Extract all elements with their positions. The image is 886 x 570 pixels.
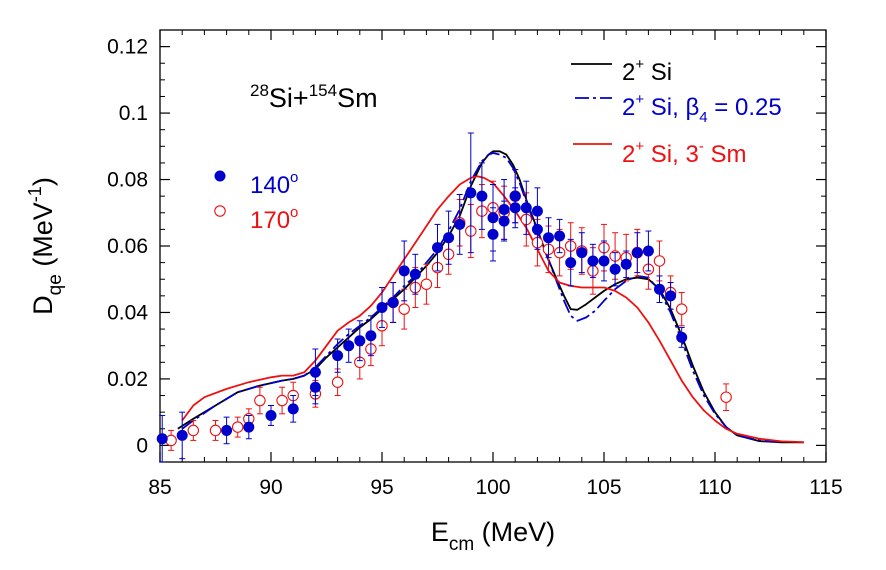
y-tick-label: 0.02: [107, 368, 148, 391]
data-point: [476, 190, 488, 202]
x-tick-label: 95: [370, 476, 393, 499]
legend-marker-140: [214, 170, 226, 182]
data-point: [676, 331, 688, 343]
data-point: [498, 215, 510, 227]
data-point: [365, 330, 377, 342]
data-point: [354, 335, 366, 347]
data-point: [554, 230, 566, 242]
x-tick-label: 110: [698, 476, 731, 499]
legend-points: 140o 170o: [214, 169, 298, 234]
data-point: [720, 391, 732, 403]
data-point: [243, 421, 255, 433]
data-point: [221, 424, 233, 436]
y-axis-title: Dqe (MeV-1): [25, 177, 66, 315]
data-point: [443, 232, 455, 244]
data-point: [565, 257, 577, 269]
curve-si2-beta4: [181, 152, 782, 443]
data-point: [376, 301, 388, 313]
x-tick-label: 115: [809, 476, 842, 499]
y-tick-label: 0.06: [107, 235, 148, 258]
data-point: [156, 433, 168, 445]
tick-labels: 85 90 95 100 105 110 115 0 0.02 0.04 0.06 0.08 0.1 0.…: [107, 36, 843, 499]
data-point: [343, 340, 355, 352]
data-point: [432, 242, 443, 254]
y-tick-label: 0.12: [107, 36, 148, 59]
data-point: [420, 278, 433, 290]
data-point: [176, 429, 188, 441]
data-point: [287, 403, 299, 415]
data-point: [531, 223, 543, 235]
axis-ticks: [159, 30, 827, 462]
data-point: [331, 376, 344, 388]
data-point: [276, 394, 288, 407]
y-tick-label: 0.1: [119, 102, 148, 125]
data-point: [231, 421, 244, 433]
data-point: [620, 258, 632, 270]
data-point: [642, 245, 654, 257]
x-tick-label: 85: [148, 476, 171, 499]
data-point: [409, 268, 421, 280]
x-tick-label: 105: [586, 476, 621, 499]
y-tick-label: 0.08: [107, 169, 148, 192]
data-point: [465, 187, 477, 199]
data-point: [675, 303, 688, 315]
data-point: [332, 350, 344, 362]
series-s140: [156, 132, 688, 463]
data-point: [520, 202, 532, 214]
data-point: [309, 381, 321, 393]
legend-label-si2-sm3: 2+ Si, 3- Sm: [622, 138, 747, 168]
data-point: [387, 296, 399, 308]
x-tick-label: 100: [475, 476, 510, 499]
data-point: [265, 409, 277, 421]
y-tick-label: 0.04: [107, 301, 148, 324]
data-point: [631, 247, 643, 259]
x-axis-title: Ecm (MeV): [431, 517, 555, 555]
legend-marker-170: [214, 205, 226, 217]
data-point: [187, 424, 200, 437]
data-point: [209, 424, 222, 437]
x-tick-label: 90: [259, 476, 282, 499]
data-point: [654, 283, 665, 295]
data-point: [398, 303, 410, 315]
y-tick-label: 0: [136, 434, 148, 457]
data-point: [454, 218, 466, 230]
data-point: [653, 255, 666, 267]
data-point: [398, 265, 410, 277]
legend-label-140: 140o: [250, 169, 298, 199]
data-point: [665, 290, 677, 302]
curve-si2-sm3: [181, 175, 804, 443]
legend-label-si2: 2+ Si: [622, 56, 672, 86]
data-point: [509, 190, 521, 202]
legend-lines: 2+ Si 2+ Si, β4 = 0.25 2+ Si, 3- Sm: [571, 56, 782, 168]
data-point: [576, 247, 588, 259]
data-point: [587, 255, 599, 267]
legend-label-170: 170o: [250, 204, 298, 234]
data-point: [254, 394, 266, 407]
legend-label-si2-beta4: 2+ Si, β4 = 0.25: [622, 91, 782, 126]
data-point: [609, 263, 621, 275]
data-point: [598, 255, 610, 267]
data-point: [487, 212, 499, 224]
reaction-annotation: 28Si+154Sm: [250, 81, 378, 113]
data-points: [156, 132, 732, 463]
data-point: [543, 232, 554, 244]
